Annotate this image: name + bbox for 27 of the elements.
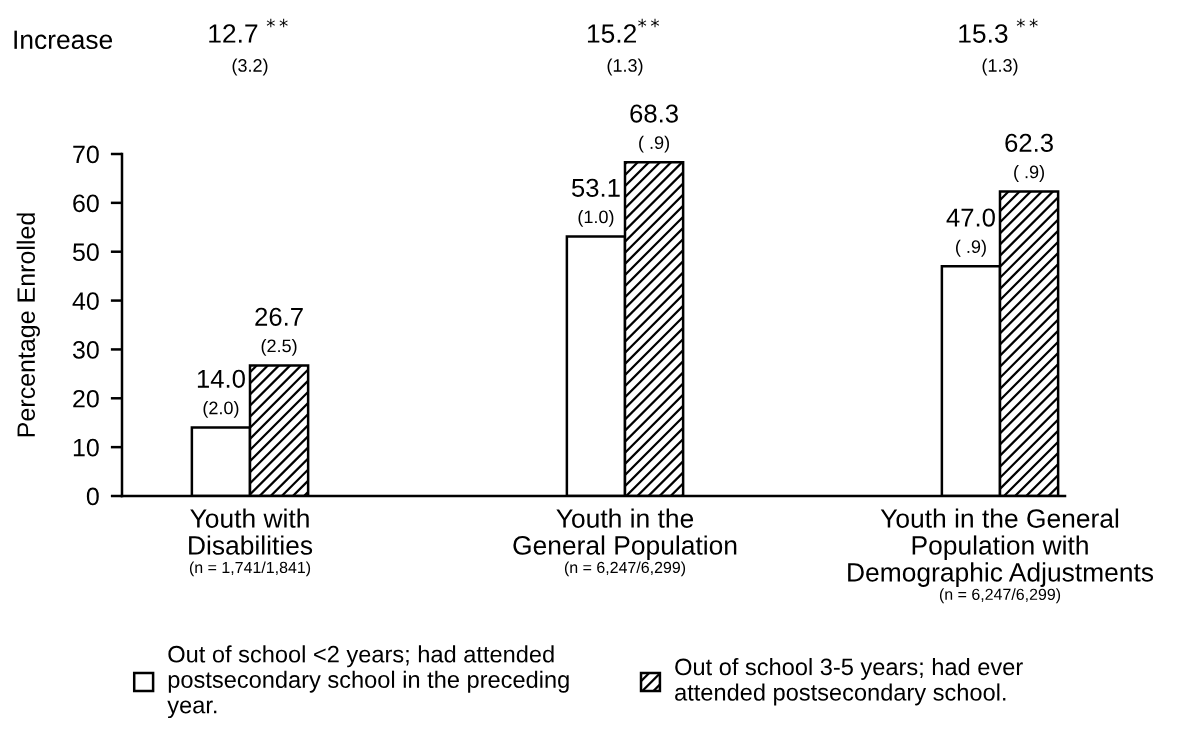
data-label: 53.1 (1.0) (571, 178, 620, 227)
data-label: 26.7 (2.5) (255, 307, 303, 356)
y-tick-label: 30 (72, 341, 99, 359)
data-label: 47.0 ( .9) (946, 208, 995, 257)
data-label: 14.0 (2.0) (197, 369, 245, 418)
y-tick-label: 20 (73, 389, 99, 408)
text: (n = 1,741/1,841) (189, 561, 311, 577)
legend-label: Out of school 3-5 years; had ever attended postsecondary school. (675, 657, 1023, 706)
y-tick-label: 0 (86, 487, 99, 506)
x-tick-label: Youth in the General Population (513, 508, 737, 560)
text: 12.7 $^{**}$ (3.2) (209, 18, 288, 76)
x-tick-label: Youth with Disabilities (189, 508, 313, 555)
text: 15.2$^{**}$ (1.3) (587, 18, 660, 76)
x-tick-label: Youth in the General Population with Demographic Adjustments (848, 508, 1154, 587)
text: 15.3 $^{**}$ (1.3) (959, 18, 1038, 76)
y-tick-label: 60 (73, 194, 99, 213)
legend-label: Out of school <2 years; had attended postsecondary school in the preceding year. (167, 645, 569, 719)
data-label: 62.3 ( .9) (1005, 133, 1053, 182)
y-axis-title: Percentage Enrolled (16, 213, 40, 437)
y-tick-label: 40 (72, 292, 99, 310)
text: (n = 6,247/6,299) (939, 588, 1061, 604)
text: Increase (14, 30, 113, 50)
text: (n = 6,247/6,299) (564, 561, 686, 577)
y-tick-label: 70 (73, 145, 99, 164)
y-tick-label: 50 (72, 243, 99, 262)
data-label: 68.3 ( .9) (630, 104, 678, 153)
y-tick-label: 10 (73, 438, 99, 457)
